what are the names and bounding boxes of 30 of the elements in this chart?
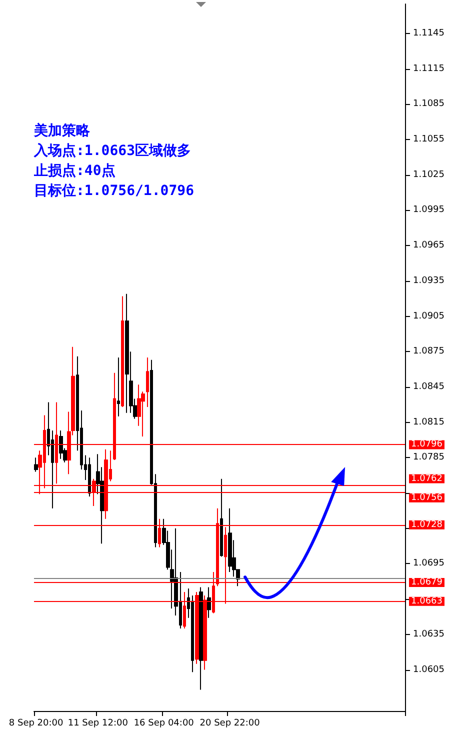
y-tick-label: 1.0995 xyxy=(413,205,444,216)
y-tick-label: 1.1115 xyxy=(413,64,444,74)
annotation: 目标位:1.0756/1.0796 xyxy=(34,183,194,199)
y-tick-label: 1.0935 xyxy=(413,276,444,286)
annotation: 入场点:1.0663区域做多 xyxy=(33,143,192,159)
x-tick-label: 16 Sep 04:00 xyxy=(134,718,194,728)
y-tick-label: 1.1085 xyxy=(413,99,444,110)
y-tick-label: 1.0605 xyxy=(413,664,444,675)
x-tick-label: 11 Sep 12:00 xyxy=(68,718,128,728)
y-tick-label: 1.1055 xyxy=(413,134,444,145)
ref-line-label: 1.0796 xyxy=(411,440,443,450)
y-tick-label: 1.0815 xyxy=(413,417,444,428)
ref-line-label: 1.0663 xyxy=(411,596,442,606)
y-tick-label: 1.1145 xyxy=(413,28,444,38)
y-tick-label: 1.0845 xyxy=(413,382,444,392)
y-tick-label: 1.0695 xyxy=(413,558,444,569)
y-tick-label: 1.0785 xyxy=(413,452,444,463)
ref-line-label: 1.0679 xyxy=(411,578,443,588)
annotation: 美加策略 xyxy=(33,122,91,139)
ref-line-label: 1.0756 xyxy=(411,492,443,503)
y-tick-label: 1.0965 xyxy=(413,240,444,251)
annotation: 止损点:40点 xyxy=(33,163,116,179)
ref-line-label: 1.0762 xyxy=(411,474,442,484)
y-tick-label: 1.0905 xyxy=(413,311,444,322)
x-tick-label: 8 Sep 20:00 xyxy=(8,718,64,728)
y-tick-label: 1.0635 xyxy=(413,629,444,640)
ref-line-label: 1.0728 xyxy=(411,520,443,530)
y-tick-label: 1.0875 xyxy=(413,346,444,357)
y-tick-label: 1.1025 xyxy=(413,170,444,180)
x-tick-label: 20 Sep 22:00 xyxy=(200,718,260,728)
